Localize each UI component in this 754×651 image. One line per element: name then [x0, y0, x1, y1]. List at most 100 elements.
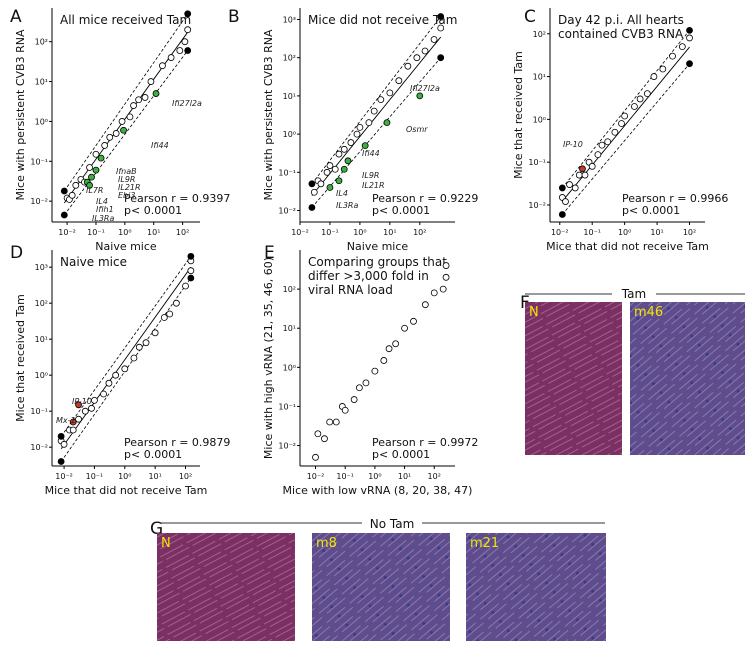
y-tick-label: 10⁰	[533, 115, 546, 124]
gene-label: IL4	[336, 189, 348, 198]
data-point	[60, 187, 68, 195]
gene-label: IL9R	[362, 171, 379, 180]
panel-heading: No Tam	[370, 517, 415, 531]
data-point	[126, 113, 134, 121]
bound-line	[60, 256, 192, 437]
data-point	[401, 324, 408, 332]
data-point	[326, 418, 334, 426]
data-point	[69, 426, 77, 434]
x-tick-label: 10²	[683, 228, 696, 237]
gene-label: IL9R	[118, 175, 135, 184]
bound-line	[63, 50, 189, 216]
panel-title: Day 42 p.i. All hearts	[558, 13, 684, 27]
gene-label: IL21R	[118, 183, 141, 192]
data-point	[75, 401, 82, 409]
x-tick-label: 10¹	[147, 228, 160, 237]
data-point	[100, 390, 107, 398]
histology-image	[630, 302, 745, 455]
data-point	[142, 339, 150, 347]
x-tick-label: 10²	[428, 472, 441, 481]
panel-label: D	[10, 243, 23, 263]
gene-label: Ifi27l2a	[172, 99, 202, 108]
stats: p< 0.0001	[372, 204, 430, 217]
x-tick-label: 10⁰	[353, 228, 366, 237]
data-point	[370, 107, 378, 115]
data-point	[172, 299, 180, 307]
fit-line	[561, 46, 690, 202]
data-point	[335, 177, 343, 185]
stats: p< 0.0001	[124, 448, 182, 461]
x-tick-label: 10¹	[398, 472, 411, 481]
data-point	[182, 282, 189, 290]
data-point	[308, 204, 316, 211]
data-point	[331, 165, 339, 173]
x-axis-label: Naive mice	[95, 240, 157, 253]
data-point	[60, 211, 68, 219]
panel-label: A	[10, 7, 22, 27]
panel-title: contained CVB3 RNA	[558, 27, 684, 41]
data-point	[371, 367, 379, 375]
data-point	[611, 128, 619, 136]
y-tick-label: 10⁻¹	[278, 402, 296, 411]
y-tick-label: 10²	[283, 285, 296, 294]
x-tick-label: 10⁻²	[55, 472, 73, 481]
x-tick-label: 10²	[176, 228, 189, 237]
x-tick-label: 10⁻¹	[86, 472, 104, 481]
image-label: m21	[470, 536, 499, 551]
data-point	[75, 415, 82, 423]
bound-line	[562, 30, 690, 189]
x-tick-label: 10⁻¹	[87, 228, 105, 237]
y-tick-label: 10²	[35, 299, 48, 308]
y-tick-label: 10⁻²	[278, 207, 296, 216]
data-point	[421, 301, 429, 309]
data-point	[121, 365, 129, 373]
data-point	[621, 112, 629, 120]
image-label: N	[161, 536, 171, 551]
x-axis-label: Naive mice	[347, 240, 409, 253]
data-point	[118, 118, 126, 125]
gene-label: Ifih1	[96, 205, 114, 214]
gene-label: IL7R	[86, 186, 103, 195]
data-point	[404, 62, 412, 70]
data-point	[385, 345, 393, 353]
data-point	[562, 198, 569, 205]
data-point	[130, 354, 138, 362]
data-point	[341, 406, 349, 414]
data-point	[181, 38, 189, 46]
x-tick-label: 10⁻²	[291, 228, 309, 237]
data-point	[308, 180, 316, 188]
data-point	[130, 102, 137, 109]
data-point	[135, 96, 143, 104]
gene-label: Osmr	[406, 125, 428, 134]
data-point	[340, 145, 348, 153]
y-tick-label: 10¹	[283, 92, 296, 101]
data-point	[365, 119, 373, 127]
data-point	[571, 184, 579, 192]
data-point	[86, 181, 93, 189]
data-point	[120, 126, 127, 134]
y-tick-label: 10¹	[533, 73, 546, 82]
data-point	[57, 432, 65, 440]
data-point	[176, 47, 184, 54]
panel-heading: Tam	[621, 287, 646, 301]
gene-label: IL3Ra	[336, 201, 358, 210]
gene-label: Mx-1	[56, 416, 76, 425]
image-label: m46	[634, 305, 663, 320]
data-point	[187, 267, 195, 275]
panel-title: All mice received Tam	[60, 13, 191, 27]
data-point	[91, 396, 98, 404]
bound-line	[311, 57, 442, 208]
data-point	[344, 157, 352, 165]
x-tick-label: 10¹	[650, 228, 663, 237]
y-tick-label: 10⁻¹	[30, 157, 48, 166]
x-tick-label: 10⁻²	[551, 228, 569, 237]
data-point	[105, 379, 113, 387]
data-point	[187, 252, 195, 260]
y-tick-label: 10⁻¹	[278, 168, 296, 177]
fit-line	[60, 266, 192, 450]
y-tick-label: 10¹	[35, 78, 48, 87]
stats: p< 0.0001	[124, 204, 182, 217]
y-tick-label: 10⁻²	[30, 443, 48, 452]
histology-image	[157, 533, 295, 641]
